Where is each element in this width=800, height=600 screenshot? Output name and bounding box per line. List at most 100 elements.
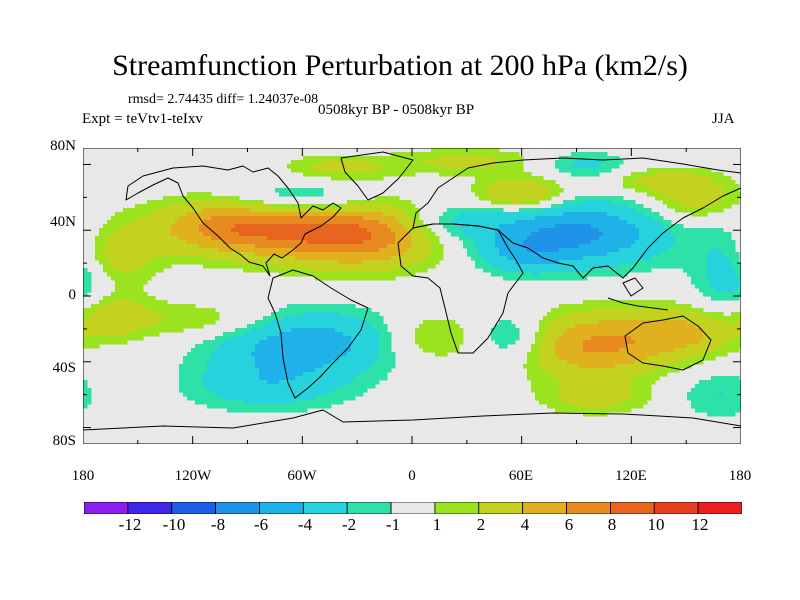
field-cell [367, 344, 372, 349]
field-cell [111, 232, 116, 237]
field-cell [435, 240, 440, 245]
field-cell [355, 224, 360, 229]
field-cell [651, 324, 656, 329]
field-cell [387, 232, 392, 237]
field-cell [571, 212, 576, 217]
field-cell [203, 344, 208, 349]
field-cell [291, 344, 296, 349]
field-cell [167, 236, 172, 241]
field-cell [491, 236, 496, 241]
field-cell [111, 224, 116, 229]
field-cell [183, 324, 188, 329]
field-cell [319, 248, 324, 253]
field-cell [331, 332, 336, 337]
field-cell [139, 324, 144, 329]
field-cell [723, 344, 728, 349]
field-cell [563, 248, 568, 253]
field-cell [271, 204, 276, 209]
field-cell [375, 344, 380, 349]
field-cell [375, 332, 380, 337]
field-cell [135, 236, 140, 241]
field-cell [535, 196, 540, 201]
field-cell [379, 264, 384, 269]
field-cell [283, 348, 288, 353]
field-cell [187, 208, 192, 213]
field-cell [611, 248, 616, 253]
field-cell [219, 216, 224, 221]
field-cell [719, 180, 724, 185]
field-cell [215, 216, 220, 221]
field-cell [375, 208, 380, 213]
field-cell [131, 256, 136, 261]
field-cell [127, 288, 132, 293]
field-cell [715, 192, 720, 197]
field-cell [507, 168, 512, 173]
field-cell [147, 296, 152, 301]
x-tick-label: 60W [287, 468, 317, 484]
field-cell [123, 304, 128, 309]
field-cell [591, 312, 596, 317]
field-cell [507, 188, 512, 193]
field-cell [363, 208, 368, 213]
field-cell [311, 260, 316, 265]
field-cell [439, 320, 444, 325]
field-cell [687, 308, 692, 313]
field-cell [99, 324, 104, 329]
field-cell [591, 244, 596, 249]
field-cell [419, 152, 424, 157]
field-cell [599, 196, 604, 201]
field-cell [355, 256, 360, 261]
field-cell [475, 192, 480, 197]
field-cell [131, 328, 136, 333]
field-cell [191, 316, 196, 321]
field-cell [219, 196, 224, 201]
field-cell [295, 232, 300, 237]
field-cell [675, 232, 680, 237]
field-cell [491, 272, 496, 277]
field-cell [107, 224, 112, 229]
field-cell [315, 240, 320, 245]
field-cell [139, 248, 144, 253]
field-cell [331, 216, 336, 221]
field-cell [147, 208, 152, 213]
field-cell [579, 316, 584, 321]
field-cell [383, 264, 388, 269]
field-cell [695, 184, 700, 189]
field-cell [223, 344, 228, 349]
field-cell [711, 332, 716, 337]
field-cell [515, 264, 520, 269]
field-cell [707, 244, 712, 249]
field-cell [419, 232, 424, 237]
field-cell [359, 332, 364, 337]
field-cell [199, 348, 204, 353]
field-cell [427, 164, 432, 169]
field-cell [279, 316, 284, 321]
field-cell [143, 216, 148, 221]
field-cell [299, 264, 304, 269]
field-cell [535, 192, 540, 197]
field-cell [731, 272, 736, 277]
field-cell [327, 240, 332, 245]
field-cell [547, 188, 552, 193]
field-cell [207, 200, 212, 205]
field-cell [279, 228, 284, 233]
field-cell [567, 232, 572, 237]
field-cell [487, 160, 492, 165]
field-cell [347, 224, 352, 229]
field-cell [399, 268, 404, 273]
field-cell [139, 316, 144, 321]
field-cell [479, 192, 484, 197]
field-cell [591, 224, 596, 229]
field-cell [739, 324, 741, 329]
field-cell [623, 200, 628, 205]
field-cell [555, 224, 560, 229]
field-cell [199, 244, 204, 249]
field-cell [323, 160, 328, 165]
field-cell [199, 200, 204, 205]
field-cell [115, 304, 120, 309]
field-cell [583, 172, 588, 177]
field-cell [247, 204, 252, 209]
field-cell [587, 208, 592, 213]
field-cell [535, 272, 540, 277]
field-cell [623, 204, 628, 209]
